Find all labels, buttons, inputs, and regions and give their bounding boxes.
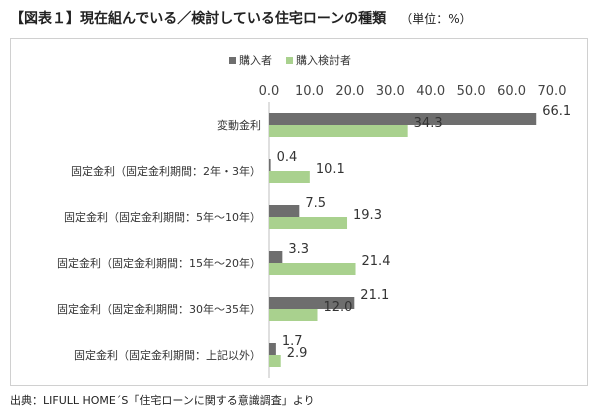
legend-label-1: 購入検討者 <box>296 53 351 67</box>
x-tick-label: 10.0 <box>295 84 324 99</box>
data-label: 34.3 <box>414 116 443 131</box>
data-label: 12.0 <box>324 300 353 315</box>
bar-considering <box>269 309 318 321</box>
source-note: 出典：LIFULL HOME´S「住宅ローンに関する意識調査」より <box>10 394 315 407</box>
category-label: 固定金利（固定金利期間：2年・3年） <box>71 164 261 178</box>
legend-label-0: 購入者 <box>239 53 272 67</box>
x-tick-label: 70.0 <box>538 84 567 99</box>
data-label: 0.4 <box>277 150 298 165</box>
category-label: 変動金利 <box>217 118 261 132</box>
bar-considering <box>269 217 348 229</box>
data-label: 10.1 <box>316 162 345 177</box>
data-label: 21.4 <box>362 254 391 269</box>
data-label: 3.3 <box>288 242 309 257</box>
data-label: 21.1 <box>360 288 389 303</box>
bar-purchaser <box>269 343 276 355</box>
bar-purchaser <box>269 205 300 217</box>
title-text: 【図表１】現在組んでいる／検討している住宅ローンの種類 <box>10 11 387 27</box>
unit-label: （単位：%） <box>400 12 472 26</box>
category-label: 固定金利（固定金利期間：上記以外） <box>74 348 261 362</box>
category-label: 固定金利（固定金利期間：30年～35年） <box>57 302 261 316</box>
x-tick-label: 40.0 <box>416 84 445 99</box>
bar-purchaser <box>269 251 283 263</box>
bar-considering <box>269 125 408 137</box>
category-label: 固定金利（固定金利期間：15年～20年） <box>57 256 261 270</box>
data-label: 2.9 <box>287 346 308 361</box>
x-tick-label: 20.0 <box>335 84 364 99</box>
bar-considering <box>269 171 310 183</box>
bar-purchaser <box>269 159 271 171</box>
legend-swatch-0 <box>229 57 236 64</box>
data-label: 1.7 <box>282 334 303 349</box>
x-tick-label: 60.0 <box>497 84 526 99</box>
legend-swatch-1 <box>286 57 293 64</box>
x-tick-label: 50.0 <box>457 84 486 99</box>
bar-chart: 購入者 購入検討者 0.0 10.0 20.0 30.0 40.0 50.0 60.0 70.0 変… <box>57 53 571 378</box>
bar-purchaser <box>269 297 355 309</box>
bar-purchaser <box>269 113 537 125</box>
data-label: 19.3 <box>353 208 382 223</box>
x-tick-label: 30.0 <box>376 84 405 99</box>
chart-title: 【図表１】現在組んでいる／検討している住宅ローンの種類 （単位：%） <box>10 8 472 28</box>
category-label: 固定金利（固定金利期間：5年～10年） <box>64 210 261 224</box>
chart-panel: 購入者 購入検討者 0.0 10.0 20.0 30.0 40.0 50.0 60.0 70.0 変… <box>10 38 588 386</box>
bar-considering <box>269 355 281 367</box>
data-label: 66.1 <box>542 104 571 119</box>
bar-considering <box>269 263 356 275</box>
x-tick-label: 0.0 <box>259 84 280 99</box>
data-label: 7.5 <box>305 196 326 211</box>
